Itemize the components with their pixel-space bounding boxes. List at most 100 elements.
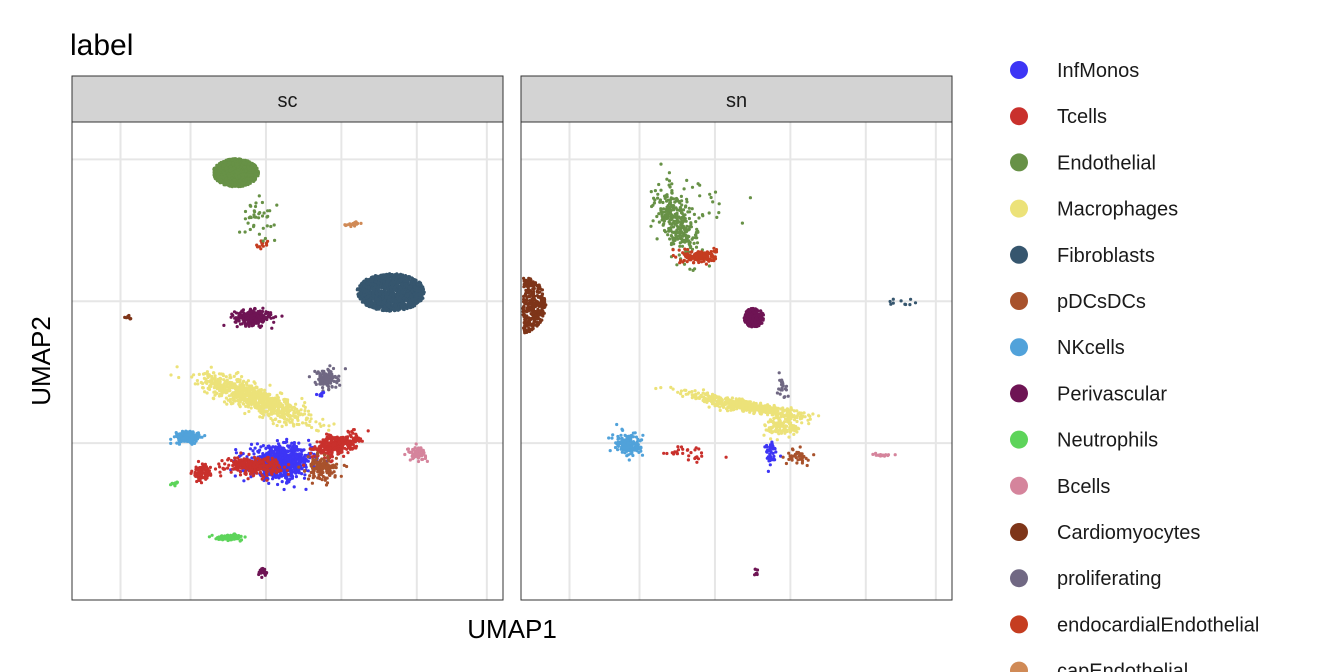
point — [246, 159, 250, 163]
point — [284, 423, 288, 427]
point — [302, 460, 306, 464]
point — [228, 161, 232, 165]
point — [414, 278, 418, 282]
point — [314, 382, 318, 386]
point — [235, 380, 240, 384]
point — [262, 463, 266, 467]
point — [261, 405, 265, 409]
point — [275, 468, 279, 472]
point — [294, 402, 298, 406]
point — [373, 301, 377, 305]
point — [252, 179, 256, 183]
point — [258, 415, 262, 419]
point — [221, 160, 226, 164]
point — [202, 376, 206, 380]
point — [265, 410, 269, 414]
point — [243, 411, 247, 416]
point — [244, 390, 248, 395]
point — [261, 306, 265, 310]
point — [402, 307, 406, 312]
point — [222, 171, 226, 175]
point — [405, 279, 409, 283]
point — [260, 477, 264, 481]
point — [238, 473, 243, 477]
points-sc — [123, 157, 429, 580]
point — [246, 177, 250, 181]
point — [282, 440, 286, 445]
point — [229, 402, 233, 406]
point — [273, 417, 277, 422]
point — [253, 465, 257, 469]
point — [305, 416, 309, 420]
point — [271, 422, 275, 426]
point — [252, 452, 256, 456]
point — [295, 455, 299, 459]
point — [227, 174, 231, 178]
point — [303, 401, 307, 405]
point — [270, 456, 274, 460]
point — [275, 393, 279, 397]
point — [265, 478, 269, 482]
point — [369, 304, 373, 308]
point — [330, 372, 334, 376]
point — [289, 452, 293, 456]
point — [415, 289, 419, 293]
point — [206, 374, 210, 378]
point — [237, 174, 241, 178]
point — [230, 393, 234, 397]
point — [217, 394, 221, 398]
point — [270, 472, 274, 476]
point — [232, 398, 236, 402]
point — [240, 386, 244, 391]
point — [282, 446, 286, 451]
point — [283, 453, 287, 457]
point — [355, 288, 359, 292]
point — [280, 424, 284, 428]
point — [226, 181, 230, 185]
cluster-Endothelial — [212, 157, 260, 189]
point — [335, 381, 339, 385]
point — [374, 291, 378, 295]
point — [247, 162, 251, 166]
point — [324, 437, 328, 441]
point — [379, 273, 383, 277]
point — [376, 298, 380, 302]
point — [399, 279, 403, 283]
point — [220, 459, 224, 463]
point — [348, 433, 352, 437]
cluster-Perivascular — [222, 306, 284, 330]
point — [380, 289, 385, 294]
point — [363, 279, 367, 283]
point — [358, 297, 363, 301]
point — [248, 465, 252, 469]
point — [231, 386, 235, 390]
point — [370, 301, 374, 306]
point — [255, 243, 259, 247]
point — [247, 180, 251, 184]
point — [244, 471, 248, 476]
point — [383, 277, 388, 281]
point — [252, 380, 256, 384]
point — [258, 448, 262, 452]
point — [366, 294, 370, 299]
point — [219, 372, 223, 376]
point — [237, 318, 241, 322]
point — [229, 183, 233, 187]
point — [203, 372, 207, 376]
point — [211, 371, 216, 375]
point — [290, 408, 294, 412]
point — [260, 408, 264, 412]
point — [230, 158, 234, 162]
point — [309, 413, 313, 417]
point — [175, 365, 179, 369]
point — [223, 390, 227, 394]
point — [252, 401, 256, 406]
point — [338, 383, 342, 387]
point — [282, 415, 286, 419]
point — [258, 466, 263, 470]
point — [401, 291, 406, 295]
point — [385, 281, 389, 285]
point — [370, 275, 375, 279]
point — [389, 306, 393, 310]
